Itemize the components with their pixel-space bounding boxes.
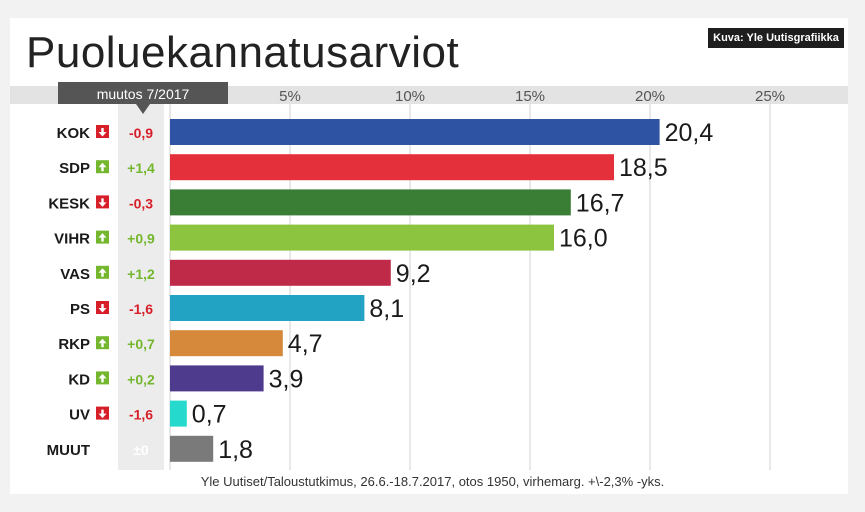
bar xyxy=(170,154,614,181)
change-value: +0,9 xyxy=(127,231,155,247)
value-label: 20,4 xyxy=(665,119,714,147)
x-tick-label: 20% xyxy=(635,88,665,105)
bar xyxy=(170,365,264,392)
change-column xyxy=(118,104,164,470)
value-label: 4,7 xyxy=(288,330,323,358)
x-tick-label: 10% xyxy=(395,88,425,105)
bar xyxy=(170,295,365,321)
chart-title: Puoluekannatusarviot xyxy=(26,28,460,77)
value-label: 9,2 xyxy=(396,260,431,288)
change-header-pointer xyxy=(136,104,150,114)
arrow-up-icon xyxy=(98,268,107,277)
value-label: 0,7 xyxy=(192,401,227,429)
arrow-up-icon xyxy=(98,233,107,242)
value-label: 16,7 xyxy=(576,189,625,217)
party-label: KESK xyxy=(48,195,90,212)
change-value: ±0 xyxy=(133,442,149,458)
arrow-down-icon xyxy=(98,198,107,207)
x-tick-label: 25% xyxy=(755,88,785,105)
bar-row: RKP +0,7 4,7 xyxy=(58,330,323,358)
party-label: VIHR xyxy=(54,231,90,248)
bar-row: VAS +1,2 9,2 xyxy=(60,259,431,288)
party-label: SDP xyxy=(59,160,90,177)
value-label: 1,8 xyxy=(218,436,253,464)
change-header-box xyxy=(58,82,228,104)
party-label: VAS xyxy=(60,266,90,283)
arrow-up-icon xyxy=(98,338,107,348)
x-tick-label: 5% xyxy=(279,88,301,105)
party-label: PS xyxy=(70,301,90,318)
change-value: -1,6 xyxy=(129,407,153,423)
change-value: +1,2 xyxy=(127,266,155,282)
bar-row: KESK -0,3 16,7 xyxy=(48,189,624,217)
arrow-up-icon xyxy=(98,373,107,383)
bar xyxy=(170,189,571,216)
bar-row: KD +0,2 3,9 xyxy=(68,365,303,393)
value-label: 18,5 xyxy=(619,154,668,182)
arrow-down-icon xyxy=(98,409,107,419)
bar-row: MUUT ±0 1,8 xyxy=(47,435,253,464)
value-label: 16,0 xyxy=(559,225,608,253)
bar-row: PS -1,6 8,1 xyxy=(70,295,404,323)
arrow-down-icon xyxy=(98,304,107,313)
bar xyxy=(170,259,391,286)
bar-row: SDP +1,4 18,5 xyxy=(59,154,668,182)
party-label: KD xyxy=(68,371,90,388)
value-label: 8,1 xyxy=(369,295,404,323)
change-value: +1,4 xyxy=(127,160,155,176)
x-tick-label: 15% xyxy=(515,88,545,105)
bar-row: VIHR +0,9 16,0 xyxy=(54,224,608,253)
party-label: KOK xyxy=(57,125,91,142)
arrow-up-icon xyxy=(98,162,107,172)
bar xyxy=(170,435,214,462)
change-value: -0,9 xyxy=(129,125,153,141)
party-label: MUUT xyxy=(47,442,90,459)
source-note: Yle Uutiset/Taloustutkimus, 26.6.-18.7.2… xyxy=(200,474,665,489)
change-value: -1,6 xyxy=(129,301,153,317)
bar xyxy=(170,400,187,427)
party-label: UV xyxy=(69,407,90,424)
party-label: RKP xyxy=(58,336,90,353)
bar-row: UV -1,6 0,7 xyxy=(69,400,227,429)
arrow-down-icon xyxy=(98,128,107,137)
change-value: +0,7 xyxy=(127,336,155,352)
bar xyxy=(170,224,554,251)
change-value: +0,2 xyxy=(127,371,155,387)
value-label: 3,9 xyxy=(269,365,304,393)
change-header: muutos 7/2017 xyxy=(97,86,190,102)
bar xyxy=(170,330,283,357)
change-value: -0,3 xyxy=(129,195,153,211)
image-credit: Kuva: Yle Uutisgrafiikka xyxy=(708,28,844,48)
bar-row: KOK -0,9 20,4 xyxy=(57,119,714,147)
bar xyxy=(170,119,660,145)
